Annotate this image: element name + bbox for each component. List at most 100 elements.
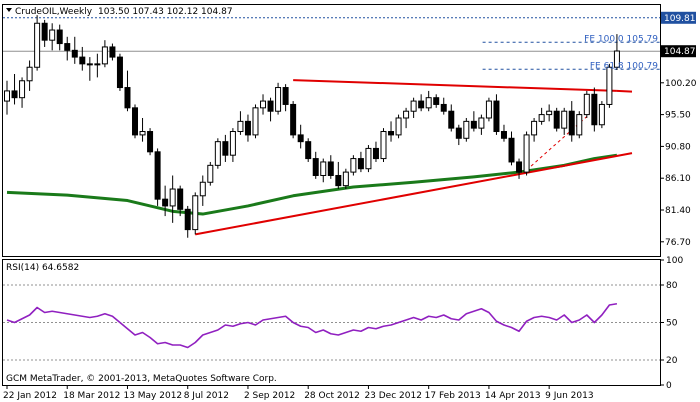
candle-body	[463, 120, 470, 139]
candle-body	[11, 90, 18, 99]
candle-body	[237, 120, 244, 133]
candle-body	[410, 100, 417, 112]
candle-body	[147, 131, 154, 153]
candle-body	[455, 127, 462, 139]
candle-body	[531, 120, 538, 136]
price-label-bg	[661, 11, 696, 24]
rsi-tick-label: 20	[666, 356, 678, 366]
candle-body	[576, 114, 583, 136]
price-label-1: 104.87	[664, 47, 696, 57]
copyright-footer: GCM MetaTrader, © 2001-2013, MetaQuotes …	[6, 374, 277, 384]
symbol-name: CrudeOIL,Weekly	[15, 7, 93, 17]
candle-body	[154, 151, 161, 200]
time-tick-label: 22 Jan 2012	[3, 391, 57, 401]
candle-body	[267, 100, 274, 112]
candle-body	[485, 100, 492, 119]
candle-body	[199, 181, 206, 197]
price-tick-label: 76.70	[665, 238, 691, 248]
candle-body	[312, 158, 319, 176]
candle-body	[357, 158, 364, 170]
candle-body	[124, 87, 131, 109]
candle-body	[478, 117, 485, 129]
rsi-indicator: 100 80 50 20 0	[3, 256, 683, 391]
candle-body	[64, 43, 71, 51]
candle-body	[327, 161, 334, 176]
price-tick-label: 86.10	[665, 174, 691, 184]
candle-body	[395, 117, 402, 136]
candle-body	[252, 107, 259, 136]
trendline-2	[616, 89, 633, 93]
candle-body	[583, 93, 590, 116]
time-tick-label: 2 Sep 2012	[244, 391, 295, 401]
candles	[4, 15, 620, 238]
candle-body	[177, 188, 184, 210]
candle-body	[139, 131, 146, 136]
candle-body	[320, 161, 327, 176]
candle-body	[101, 46, 108, 65]
candle-body	[591, 93, 598, 126]
symbol-dropdown-icon[interactable]	[6, 8, 12, 12]
fibo-label-0: FE 100.0 105.79	[584, 35, 658, 45]
time-tick-label: 23 Dec 2012	[364, 391, 422, 401]
rsi-line	[6, 302, 618, 349]
rsi-tick-label: 80	[666, 281, 678, 291]
candle-body	[568, 110, 575, 136]
candle-body	[425, 97, 432, 109]
candle-body	[350, 158, 357, 173]
candle-body	[598, 103, 605, 126]
price-tick-label: 95.50	[665, 111, 691, 121]
price-tick-label: 90.80	[665, 142, 691, 152]
fibo-label-1: FE 61.8 100.79	[590, 62, 658, 72]
time-tick-label: 13 May 2012	[123, 391, 182, 401]
candle-body	[561, 110, 568, 129]
price-tick-label: 100.20	[665, 79, 697, 89]
chart-header: CrudeOIL,Weekly 103.50 107.43 102.12 104…	[6, 7, 233, 17]
time-tick-label: 9 Jun 2013	[545, 391, 593, 401]
candle-body	[222, 141, 229, 156]
candle-body	[260, 100, 267, 109]
candle-body	[207, 164, 214, 183]
rsi-label: RSI(14) 64.6582	[6, 263, 79, 273]
candle-body	[297, 134, 304, 143]
candle-body	[388, 131, 395, 136]
time-axis: 22 Jan 2012 18 Mar 2012 13 May 2012 8 Jul 2…	[3, 385, 594, 401]
candle-body	[94, 63, 101, 66]
candle-body	[41, 22, 48, 41]
price-labels: 109.81 104.87	[661, 11, 696, 58]
candle-body	[275, 87, 282, 112]
fibo-expansion-labels: FE 100.0 105.79 FE 61.8 100.79	[584, 35, 658, 72]
time-tick-label: 18 Mar 2012	[63, 391, 120, 401]
candle-body	[214, 141, 221, 166]
time-tick-label: 28 Oct 2012	[304, 391, 360, 401]
candle-body	[290, 103, 297, 136]
time-tick-label: 14 Apr 2013	[485, 391, 541, 401]
candle-body	[493, 100, 500, 133]
candle-body	[49, 29, 56, 41]
candle-body	[500, 131, 507, 139]
candle-body	[56, 29, 63, 45]
candle-body	[508, 137, 515, 163]
time-tick-label: 8 Jul 2012	[184, 391, 229, 401]
price-label-bg	[661, 45, 696, 58]
ohlc-values: 103.50 107.43 102.12 104.87	[98, 7, 233, 17]
candle-body	[132, 107, 139, 136]
candle-body	[516, 161, 523, 173]
candle-body	[244, 120, 251, 136]
candle-body	[79, 56, 86, 65]
candle-body	[523, 134, 530, 173]
rsi-tick-label: 0	[666, 381, 672, 391]
price-tick-label: 81.40	[665, 206, 691, 216]
rsi-tick-label: 100	[666, 256, 683, 266]
candle-body	[448, 110, 455, 129]
time-tick-label: 17 Feb 2013	[425, 391, 481, 401]
candle-body	[553, 110, 560, 129]
candle-body	[116, 56, 123, 89]
rsi-tick-label: 50	[666, 319, 678, 329]
candle-body	[26, 66, 33, 82]
candle-body	[162, 198, 169, 207]
price-label-0: 109.81	[664, 14, 696, 24]
candle-body	[34, 22, 41, 68]
candle-body	[613, 50, 620, 68]
